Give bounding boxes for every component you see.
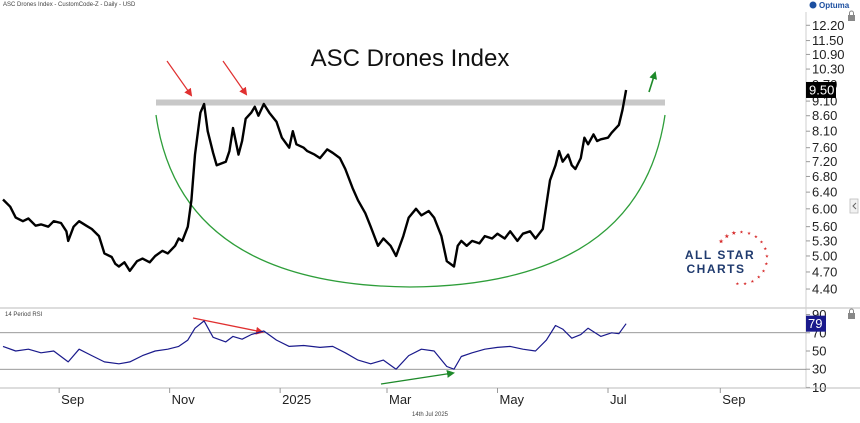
logo-star xyxy=(754,234,758,239)
rsi-tick-label: 50 xyxy=(812,344,826,359)
cup-arc xyxy=(155,114,666,288)
price-tick-label: 12.20 xyxy=(812,18,845,33)
optuma-logo-icon xyxy=(809,1,817,9)
optuma-logo: Optuma xyxy=(809,1,850,10)
rsi-red-arrow xyxy=(192,317,264,335)
logo-star xyxy=(756,275,761,279)
price-tick-label: 10.90 xyxy=(812,47,845,62)
red-arrow-1 xyxy=(166,60,193,97)
price-tick-label: 10.30 xyxy=(812,62,845,77)
x-tick-label: Mar xyxy=(389,392,412,407)
rsi-tick-label: 30 xyxy=(812,362,826,377)
logo-star xyxy=(718,238,724,244)
price-panel: ASC Drones Index 4.40 4.705.005.305.60 6.0… xyxy=(0,10,860,388)
optuma-brand-text: Optuma xyxy=(819,1,850,10)
rsi-reference-lines xyxy=(0,332,806,370)
chevron-left-icon xyxy=(852,202,857,210)
last-price-label: 9.50 xyxy=(809,82,834,97)
logo-star xyxy=(731,230,737,235)
logo-star xyxy=(764,262,769,266)
lock-icon-shackle xyxy=(849,10,854,15)
rsi-series-group xyxy=(2,320,627,370)
price-tick-label: 5.30 xyxy=(812,233,837,248)
price-tick-label: 4.40 xyxy=(812,282,837,297)
price-tick-label: 8.10 xyxy=(812,124,837,139)
logo-star xyxy=(735,281,740,286)
logo-star xyxy=(759,240,764,244)
red-arrow-2 xyxy=(222,60,248,96)
price-tick-label: 11.50 xyxy=(812,33,844,48)
x-tick-label: Nov xyxy=(172,392,196,407)
price-annotations xyxy=(155,60,666,288)
logo-line1: ALL STAR xyxy=(685,248,755,262)
x-tick-label: Sep xyxy=(722,392,745,407)
rsi-green-arrow xyxy=(380,369,455,385)
logo-star xyxy=(724,233,730,239)
price-tick-label: 4.70 xyxy=(812,264,837,279)
x-tick-label: Sep xyxy=(61,392,84,407)
x-tick-label: 2025 xyxy=(282,392,311,407)
footer-date: 14th Jul 2025 xyxy=(412,412,449,418)
logo-star xyxy=(763,246,768,251)
logo-star xyxy=(747,231,751,235)
x-tick-label: May xyxy=(500,392,525,407)
price-panel-lock-icon[interactable] xyxy=(848,10,855,21)
resistance-band xyxy=(156,99,665,106)
price-series-group xyxy=(2,89,628,273)
price-series-line xyxy=(2,89,628,273)
price-tick-label: 6.40 xyxy=(812,185,837,200)
chart-title: ASC Drones Index xyxy=(311,45,510,72)
chart-info-label: ASC Drones Index - CustomCode-Z - Daily … xyxy=(3,2,136,8)
collapse-handle-icon[interactable] xyxy=(849,198,859,214)
rsi-annotations xyxy=(192,317,455,385)
rsi-last-box xyxy=(806,315,826,332)
logo-star xyxy=(743,281,747,286)
price-tick-label: 8.60 xyxy=(812,108,837,123)
panel-collapse-handle[interactable] xyxy=(849,198,859,214)
lock-icon-shackle xyxy=(849,308,854,313)
rsi-last-label: 79 xyxy=(808,316,822,331)
x-axis-ticks: Sep Nov 2025 Mar May Jul Sep xyxy=(58,388,745,407)
all-star-charts-logo: ALL STAR CHARTS xyxy=(685,230,769,286)
logo-line2: CHARTS xyxy=(687,262,746,276)
x-tick-label: Jul xyxy=(610,392,627,407)
rsi-panel-lock-icon[interactable] xyxy=(848,308,855,319)
price-tick-label: 7.20 xyxy=(812,154,837,169)
price-tick-label: 6.80 xyxy=(812,169,837,184)
rsi-title: 14 Period RSI xyxy=(5,312,43,318)
logo-star xyxy=(765,254,769,258)
logo-star xyxy=(750,279,755,283)
lock-icon[interactable] xyxy=(848,313,855,319)
price-tick-label: 5.60 xyxy=(812,219,837,234)
rsi-last-badge: 79 xyxy=(806,315,826,332)
logo-star xyxy=(739,230,744,234)
last-price-box xyxy=(806,81,836,98)
x-axis: Sep Nov 2025 Mar May Jul Sep 14th Jul 2025 xyxy=(0,387,860,418)
price-tick-label: 5.00 xyxy=(812,248,837,263)
price-tick-label: 6.00 xyxy=(812,201,837,216)
rsi-series-line xyxy=(2,320,627,370)
logo-star-arc xyxy=(718,230,769,286)
logo-star xyxy=(761,269,766,273)
price-tick-label: 7.60 xyxy=(812,140,837,155)
last-price-badge: 9.50 xyxy=(806,81,836,98)
green-arrow-up xyxy=(648,71,658,93)
rsi-tick-label: 10 xyxy=(812,380,826,395)
lock-icon[interactable] xyxy=(848,15,855,21)
